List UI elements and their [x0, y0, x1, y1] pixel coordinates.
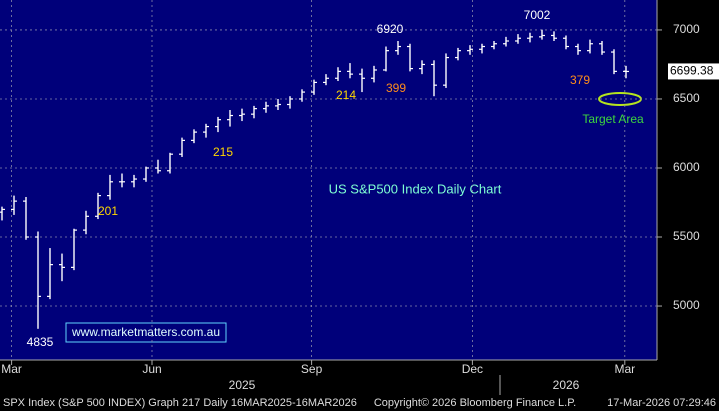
y-tick-label: 5500 — [673, 229, 700, 243]
annotation: Target Area — [582, 112, 644, 126]
footer-time: 17-Mar-2026 07:29:46 — [607, 397, 716, 409]
year-label: 2026 — [553, 378, 580, 392]
annotation: 379 — [570, 73, 590, 87]
x-tick-label: Jun — [142, 362, 161, 376]
y-tick-label: 5000 — [673, 298, 700, 312]
chart-title: US S&P500 Index Daily Chart — [329, 181, 502, 196]
y-tick-label: 6500 — [673, 91, 700, 105]
footer-left: SPX Index (S&P 500 INDEX) Graph 217 Dail… — [3, 397, 357, 409]
annotation: 201 — [98, 204, 118, 218]
x-tick-label: Sep — [301, 362, 323, 376]
x-tick-label: Dec — [462, 362, 483, 376]
x-tick-label: Mar — [1, 362, 22, 376]
annotation: 214 — [336, 88, 356, 102]
last-price-label: 6699.38 — [670, 64, 714, 78]
x-tick-label: Mar — [614, 362, 635, 376]
annotation: 215 — [213, 145, 233, 159]
footer-bar — [0, 395, 719, 411]
y-tick-label: 6000 — [673, 160, 700, 174]
right-axis-area — [657, 0, 719, 395]
watermark-box — [65, 322, 227, 343]
watermark: www.marketmatters.com.au — [71, 325, 220, 339]
annotation: 6920 — [377, 22, 404, 36]
footer-copyright: Copyright© 2026 Bloomberg Finance L.P. — [374, 397, 576, 409]
year-label: 2025 — [229, 378, 256, 392]
annotation: 7002 — [524, 8, 551, 22]
annotation: 4835 — [27, 335, 54, 349]
plot-area — [0, 0, 657, 360]
last-price-box — [668, 63, 719, 80]
y-tick-label: 7000 — [673, 22, 700, 36]
annotation: 399 — [386, 81, 406, 95]
